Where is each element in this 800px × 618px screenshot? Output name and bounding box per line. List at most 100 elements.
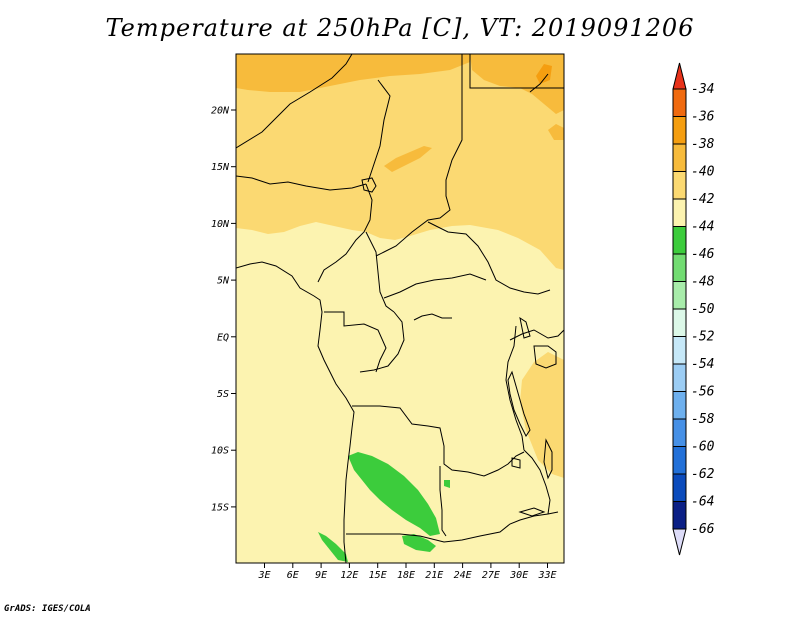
border-niger-chad — [236, 54, 353, 149]
colorbar-swatch — [672, 363, 687, 392]
colorbar-label: -62 — [691, 467, 715, 482]
credit-label: GrADS: IGES/COLA — [4, 604, 91, 614]
lat-tick-label: 10N — [211, 219, 230, 230]
temperature-field-minus40-east — [520, 352, 564, 478]
colorbar-swatch — [672, 336, 687, 365]
colorbar-label: -66 — [691, 522, 715, 537]
colorbar-swatch — [672, 171, 687, 200]
coastlines-borders — [236, 54, 564, 563]
colorbar-swatch — [672, 198, 687, 227]
lon-tick-label: 6E — [287, 570, 299, 581]
colorbar-swatch — [672, 88, 687, 117]
colorbar-label: -36 — [691, 110, 715, 125]
colorbar-swatch — [672, 116, 687, 145]
temperature-field-minus38-northeast — [470, 54, 564, 114]
border-congo-drc — [359, 311, 405, 373]
lat-tick-label: 15N — [211, 162, 230, 173]
border-drc-east — [505, 325, 525, 451]
temperature-field-minus44-coast — [318, 532, 348, 562]
colorbar-label: -58 — [691, 412, 715, 427]
colorbar-label: -54 — [691, 357, 714, 372]
temperature-field-minus44-south — [402, 534, 436, 552]
lon-tick-label: 15E — [369, 570, 387, 581]
map-frame — [235, 53, 565, 564]
lon-tick-label: 21E — [425, 570, 443, 581]
border-zambia-east — [523, 449, 551, 515]
colorbar-label: -44 — [691, 220, 714, 235]
temperature-field-minus38-wisp — [384, 146, 432, 172]
lake-tanganyika — [507, 370, 531, 437]
east-africa-border — [509, 329, 564, 341]
lon-tick-label: 27E — [482, 570, 500, 581]
colorbar-label: -64 — [691, 495, 714, 510]
colorbar-label: -56 — [691, 385, 715, 400]
lake-chad — [361, 177, 377, 193]
colorbar-label: -60 — [691, 440, 715, 455]
border-gabon-congo — [324, 311, 387, 373]
lat-tick-label: 10S — [211, 446, 229, 457]
lat-tick-label: 20N — [211, 106, 230, 117]
border-cameroon-car — [365, 231, 395, 313]
temperature-field-minus38-corner — [548, 124, 564, 140]
latitude-axis: 20N 15N 10N 5N EQ 5S 10S 15S — [211, 106, 236, 513]
lon-tick-label: 3E — [257, 570, 270, 581]
border-chad-east — [367, 79, 391, 183]
colorbar-swatch — [672, 253, 687, 282]
border-south — [346, 511, 559, 543]
lon-tick-label: 9E — [315, 570, 327, 581]
colorbar-swatch — [672, 308, 687, 337]
colorbar-label: -52 — [691, 330, 715, 345]
chart-title: Temperature at 250hPa [C], VT: 201909120… — [105, 14, 695, 42]
border-angola-zambia — [439, 466, 447, 537]
colorbar-label: -50 — [691, 302, 715, 317]
lake-malawi — [543, 438, 553, 480]
colorbar-swatch — [672, 143, 687, 172]
longitude-axis: 3E 6E 9E 12E 15E 18E 21E 24E 27E 30E 33E — [257, 563, 557, 581]
colorbar-cap-top — [672, 62, 687, 90]
lon-tick-label: 18E — [397, 570, 415, 581]
lat-tick-label: 15S — [211, 502, 229, 513]
colorbar-label: -40 — [691, 165, 715, 180]
temperature-field-minus38-north — [236, 54, 470, 92]
colorbar: -34 -36 -38 -40 -42 -44 -46 -48 -50 -52 -54 -56 -58 -… — [672, 62, 715, 556]
lon-tick-label: 24E — [454, 570, 472, 581]
lat-tick-label: EQ — [217, 332, 229, 343]
colorbar-cap-bottom — [672, 528, 687, 556]
lake-victoria — [533, 345, 557, 369]
lon-tick-label: 30E — [509, 570, 528, 581]
colorbar-label: -48 — [691, 275, 715, 290]
temperature-field-minus44-speck — [444, 480, 450, 488]
colorbar-label: -42 — [691, 192, 715, 207]
colorbar-swatch — [672, 501, 687, 530]
colorbar-swatch — [672, 391, 687, 420]
colorbar-swatch — [672, 473, 687, 502]
border-sudan-south — [427, 221, 551, 295]
lake-mweru — [511, 457, 521, 469]
map-area — [236, 54, 564, 563]
red-sea-coast — [529, 73, 549, 93]
colorbar-swatch — [672, 226, 687, 255]
colorbar-label: -34 — [691, 82, 714, 97]
colorbar-swatch — [672, 281, 687, 310]
lat-tick-label: 5S — [217, 389, 229, 400]
border-chad-sudan — [375, 54, 463, 257]
colorbar-label: -46 — [691, 247, 715, 262]
colorbar-swatch — [672, 418, 687, 447]
lon-tick-label: 12E — [340, 570, 358, 581]
lake-albert — [519, 316, 531, 339]
lon-tick-label: 33E — [537, 570, 556, 581]
border-egypt-libya — [469, 54, 564, 89]
colorbar-swatch — [672, 446, 687, 475]
west-africa-coastline — [236, 261, 355, 563]
border-nigeria-cameroon — [317, 183, 373, 283]
river-congo-fragment — [413, 313, 452, 321]
colorbar-label: -38 — [691, 137, 715, 152]
border-car-south — [383, 273, 487, 299]
temperature-field-minus36-corner — [536, 64, 552, 84]
lat-tick-label: 5N — [217, 276, 230, 287]
lake-kariba — [518, 507, 546, 517]
border-nigeria-north — [236, 175, 367, 191]
border-drc-angola — [352, 405, 525, 477]
temperature-field-minus44-angola — [348, 452, 440, 536]
